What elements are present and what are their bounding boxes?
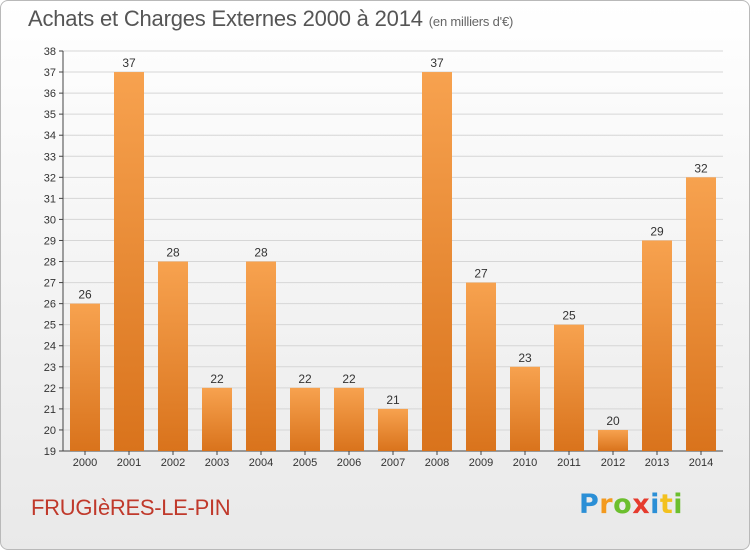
- bar-value-label: 21: [386, 393, 400, 407]
- y-tick-label: 20: [44, 425, 56, 437]
- y-tick-label: 22: [44, 383, 56, 395]
- bar-value-label: 28: [254, 246, 268, 260]
- bar-value-label: 22: [342, 372, 356, 386]
- y-tick-label: 24: [44, 341, 56, 353]
- bar-value-label: 22: [298, 372, 312, 386]
- y-tick-label: 38: [44, 46, 56, 58]
- bar: [378, 408, 408, 451]
- y-tick-label: 31: [44, 193, 56, 205]
- chart-title: Achats et Charges Externes 2000 à 2014 (e…: [28, 6, 513, 32]
- bar: [422, 72, 452, 451]
- y-tick-label: 23: [44, 362, 56, 374]
- x-tick-label: 2002: [161, 457, 185, 469]
- x-tick-label: 2014: [689, 457, 713, 469]
- bar-value-label: 37: [122, 56, 136, 70]
- bar-value-label: 22: [210, 372, 224, 386]
- bar-value-label: 37: [430, 56, 444, 70]
- bar: [642, 240, 672, 451]
- bar: [114, 72, 144, 451]
- x-tick-label: 2005: [293, 457, 317, 469]
- x-tick-label: 2000: [73, 457, 97, 469]
- bar: [510, 366, 540, 451]
- bar-value-label: 29: [650, 224, 664, 238]
- bar: [466, 282, 496, 451]
- bar: [598, 429, 628, 451]
- y-tick-label: 30: [44, 214, 56, 226]
- y-tick-label: 33: [44, 151, 56, 163]
- y-tick-label: 19: [44, 446, 56, 458]
- bar: [686, 177, 716, 451]
- x-tick-label: 2013: [645, 457, 669, 469]
- bar: [246, 261, 276, 451]
- chart-unit: (en milliers d'€): [428, 14, 514, 29]
- bar-value-label: 27: [474, 267, 488, 281]
- y-tick-label: 21: [44, 404, 56, 416]
- bar: [554, 324, 584, 451]
- y-tick-label: 32: [44, 172, 56, 184]
- x-tick-label: 2004: [249, 457, 273, 469]
- y-tick-label: 36: [44, 88, 56, 100]
- x-tick-label: 2006: [337, 457, 361, 469]
- x-tick-label: 2011: [557, 457, 581, 469]
- x-tick-label: 2010: [513, 457, 537, 469]
- x-tick-label: 2009: [469, 457, 493, 469]
- chart-title-text: Achats et Charges Externes 2000 à 2014: [28, 6, 423, 31]
- y-tick-label: 26: [44, 299, 56, 311]
- proxiti-logo: Proxiti: [579, 489, 684, 520]
- y-tick-label: 34: [44, 130, 56, 142]
- x-tick-label: 2003: [205, 457, 229, 469]
- bar-value-label: 25: [562, 309, 576, 323]
- y-tick-label: 35: [44, 109, 56, 121]
- commune-name: FRUGIèRES-LE-PIN: [31, 495, 231, 520]
- y-tick-label: 28: [44, 257, 56, 269]
- bar-value-label: 23: [518, 351, 532, 365]
- bar: [158, 261, 188, 451]
- bar: [70, 303, 100, 451]
- bar: [202, 387, 232, 451]
- bar-value-label: 20: [606, 414, 620, 428]
- x-tick-label: 2007: [381, 457, 405, 469]
- y-tick-label: 29: [44, 235, 56, 247]
- x-tick-label: 2001: [117, 457, 141, 469]
- bar: [290, 387, 320, 451]
- bar-value-label: 32: [694, 161, 708, 175]
- y-tick-label: 25: [44, 320, 56, 332]
- y-tick-label: 27: [44, 278, 56, 290]
- y-tick-label: 37: [44, 67, 56, 79]
- x-tick-label: 2008: [425, 457, 449, 469]
- x-tick-label: 2012: [601, 457, 625, 469]
- bar-value-label: 26: [78, 288, 92, 302]
- bar: [334, 387, 364, 451]
- bar-value-label: 28: [166, 246, 180, 260]
